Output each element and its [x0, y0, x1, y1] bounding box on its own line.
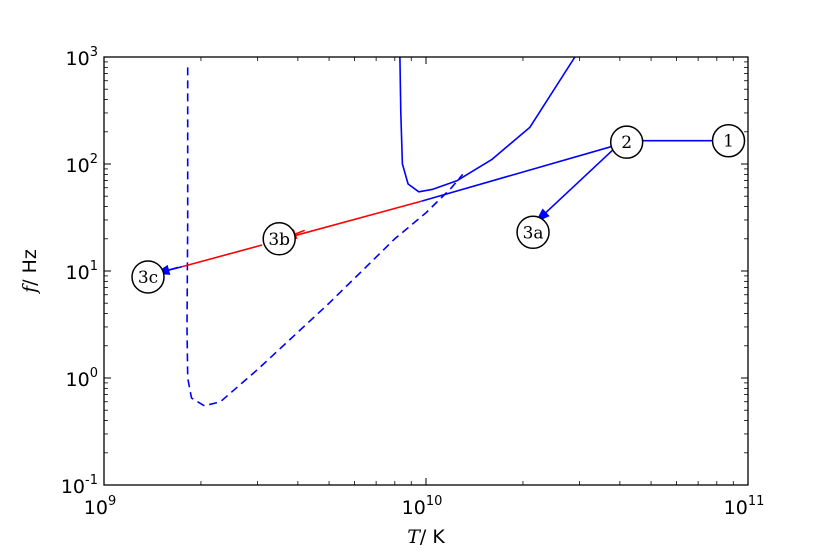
y-tick-label: 103 — [66, 45, 98, 70]
y-axis-label: f/ Hz — [19, 249, 41, 295]
node-label: 1 — [723, 132, 734, 152]
node-label: 3b — [268, 230, 290, 250]
x-tick-label: 1010 — [402, 494, 443, 519]
node-label: 3a — [523, 223, 544, 243]
series-line-3 — [421, 141, 627, 202]
tick-layer: 109 1010 1011 10-1 100 101 102 103 — [61, 45, 765, 519]
node-2: 2 — [609, 125, 644, 159]
node-layer: 1 2 3a 3b 3c — [131, 123, 746, 294]
series-line-5 — [282, 200, 422, 240]
series-line-2 — [186, 67, 464, 407]
node-circle — [262, 222, 296, 256]
node-3a: 3a — [516, 215, 550, 250]
y-axis-label-unit: / Hz — [19, 249, 41, 286]
node-label: 2 — [621, 133, 632, 153]
plot-area — [104, 57, 748, 485]
node-1: 1 — [711, 123, 746, 158]
node-circle — [609, 125, 644, 159]
node-3c: 3c — [131, 260, 165, 294]
y-axis-label-symbol: f — [19, 283, 41, 295]
node-circle — [711, 123, 746, 158]
y-tick-label: 10-1 — [61, 473, 98, 498]
x-tick-label: 109 — [84, 494, 116, 519]
node-circle — [131, 260, 165, 294]
x-axis-label: T/ K — [407, 526, 445, 548]
y-tick-label: 102 — [66, 152, 98, 177]
series-line-1 — [399, 57, 576, 193]
arrow-shaft-1 — [535, 149, 614, 223]
y-tick-label: 100 — [66, 366, 98, 391]
x-axis-label-symbol: T — [407, 526, 421, 548]
node-circle — [516, 215, 550, 250]
y-tick-label: 101 — [66, 259, 98, 284]
node-label: 3c — [138, 268, 158, 288]
x-axis-label-unit: / K — [420, 526, 445, 548]
series-line-6 — [182, 244, 263, 268]
node-3b: 3b — [262, 222, 296, 256]
x-tick-label: 1011 — [724, 494, 765, 519]
